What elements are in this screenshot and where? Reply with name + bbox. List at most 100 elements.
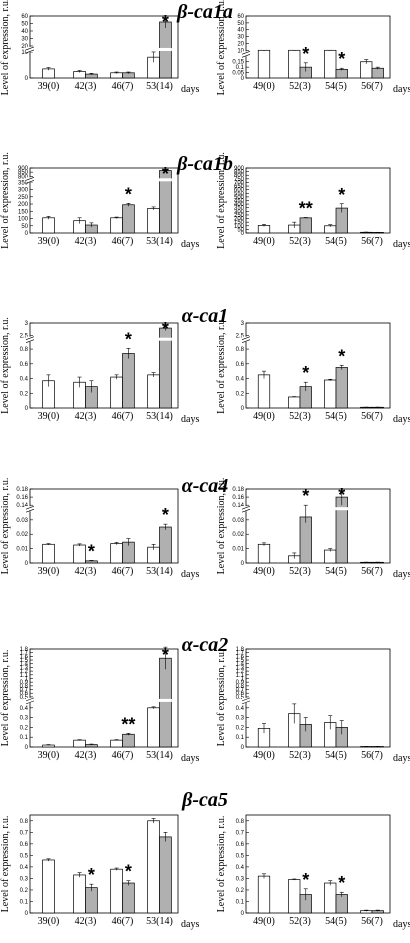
- x-tick-label: 54(5): [325, 81, 347, 92]
- significance-star: *: [162, 12, 169, 32]
- significance-star: *: [302, 870, 309, 890]
- x-axis-unit-label: days: [181, 84, 199, 95]
- y-tick-label: 0: [241, 76, 245, 82]
- y-axis-label: Level of expression, r.u.: [216, 816, 227, 913]
- y-tick-label: 0: [25, 76, 29, 82]
- y-tick-label: 0.1: [20, 899, 29, 905]
- x-tick-label: 53(14): [146, 566, 173, 577]
- significance-star: *: [88, 541, 95, 561]
- y-tick-label: 0.8: [236, 347, 245, 353]
- y-tick-label: 10: [21, 50, 28, 56]
- x-tick-label: 39(0): [38, 916, 60, 927]
- y-tick-label: 1: [241, 676, 245, 682]
- y-tick-label: 400: [234, 202, 245, 208]
- bar-break: [159, 47, 172, 51]
- x-tick-label: 46(7): [112, 916, 134, 927]
- x-axis-unit-label: days: [181, 414, 199, 425]
- y-tick-label: 0.6: [236, 691, 245, 697]
- plot-frame: [245, 322, 391, 409]
- significance-star: *: [338, 185, 345, 205]
- y-tick-label: 0.16: [232, 495, 244, 501]
- x-axis-unit-label: days: [393, 84, 410, 95]
- bar-white: [324, 549, 337, 564]
- bar-gray: [122, 733, 135, 748]
- bar-white: [42, 859, 55, 914]
- y-tick-label: 0.03: [16, 518, 28, 524]
- axis-break-gap: [26, 336, 34, 342]
- y-tick-label: 350: [234, 206, 245, 212]
- y-tick-label: 50: [21, 21, 28, 27]
- chart-3: 0501001502002503003504004505005506006507…: [216, 152, 410, 250]
- bar-white: [324, 49, 337, 79]
- y-tick-label: 10: [237, 48, 244, 54]
- x-tick-label: 42(3): [75, 750, 97, 761]
- y-tick-label: 0: [25, 745, 29, 751]
- axis-break-mark: [25, 339, 35, 343]
- y-tick-label: 0.5: [236, 695, 245, 701]
- y-tick-label: 700: [234, 180, 245, 186]
- bar-break: [159, 178, 172, 182]
- x-axis-unit-label: days: [393, 753, 410, 764]
- y-tick-label: 0.3: [236, 876, 245, 882]
- x-tick-label: 46(7): [112, 411, 134, 422]
- axis-break-gap: [242, 336, 250, 342]
- bar-white: [42, 217, 55, 234]
- chart-title: β-ca1a: [176, 1, 233, 23]
- significance-star: **: [299, 198, 313, 218]
- x-tick-label: 49(0): [253, 916, 275, 927]
- x-tick-label: 54(5): [325, 750, 347, 761]
- y-tick-label: 3: [25, 321, 29, 327]
- axis-break-mark: [25, 505, 35, 510]
- y-tick-label: 0: [241, 561, 245, 567]
- bar-white: [288, 49, 301, 79]
- axis-break-mark: [241, 339, 251, 343]
- chart-title: α-ca1: [182, 305, 229, 327]
- plot-frame: [29, 167, 179, 234]
- y-tick-label: 0.3: [20, 876, 29, 882]
- axis-break-mark: [25, 46, 35, 51]
- x-tick-label: 56(7): [361, 750, 383, 761]
- x-tick-label: 49(0): [253, 411, 275, 422]
- bar-white: [110, 543, 123, 564]
- y-axis-label: Level of expression, r.u.: [216, 0, 227, 95]
- y-axis-label: Level of expression, r.u.: [216, 317, 227, 414]
- y-tick-label: 300: [234, 209, 245, 215]
- x-tick-label: 42(3): [75, 916, 97, 927]
- y-tick-label: 0.14: [232, 503, 244, 509]
- x-tick-label: 56(7): [361, 236, 383, 247]
- x-tick-label: 49(0): [253, 566, 275, 577]
- y-tick-label: 0: [25, 231, 29, 237]
- y-tick-label: 3: [241, 321, 245, 327]
- y-tick-label: 0.6: [236, 842, 245, 848]
- significance-star: *: [302, 363, 309, 383]
- axis-break-gap: [242, 697, 250, 703]
- plot-frame: [245, 167, 391, 234]
- y-tick-label: 0.8: [236, 684, 245, 690]
- x-axis-unit-label: days: [181, 569, 199, 580]
- y-axis-label: Level of expression, r.u.: [0, 0, 11, 95]
- significance-star: *: [338, 346, 345, 366]
- y-tick-label: 1.1: [20, 673, 29, 679]
- y-tick-label: 1.5: [20, 658, 29, 664]
- y-tick-label: 850: [234, 170, 245, 176]
- y-axis-label: Level of expression, r.u.: [216, 478, 227, 575]
- x-tick-label: 53(14): [146, 81, 173, 92]
- y-tick-label: 0: [241, 745, 245, 751]
- x-tick-label: 53(14): [146, 236, 173, 247]
- y-tick-label: 0.8: [236, 819, 245, 825]
- bar-white: [257, 225, 271, 234]
- axis-break-mark: [241, 54, 251, 58]
- y-tick-label: 450: [234, 199, 245, 205]
- bar-gray: [371, 67, 384, 79]
- y-tick-label: 100: [18, 217, 29, 223]
- y-tick-label: 200: [234, 217, 245, 223]
- y-tick-label: 0.8: [20, 819, 29, 825]
- x-tick-label: 39(0): [38, 566, 60, 577]
- y-tick-label: 0: [25, 911, 29, 917]
- axis-break-mark: [241, 505, 251, 510]
- x-tick-label: 52(3): [289, 566, 311, 577]
- y-tick-label: 50: [237, 227, 244, 233]
- bar-white: [42, 68, 55, 79]
- axis-break-gap: [242, 506, 250, 512]
